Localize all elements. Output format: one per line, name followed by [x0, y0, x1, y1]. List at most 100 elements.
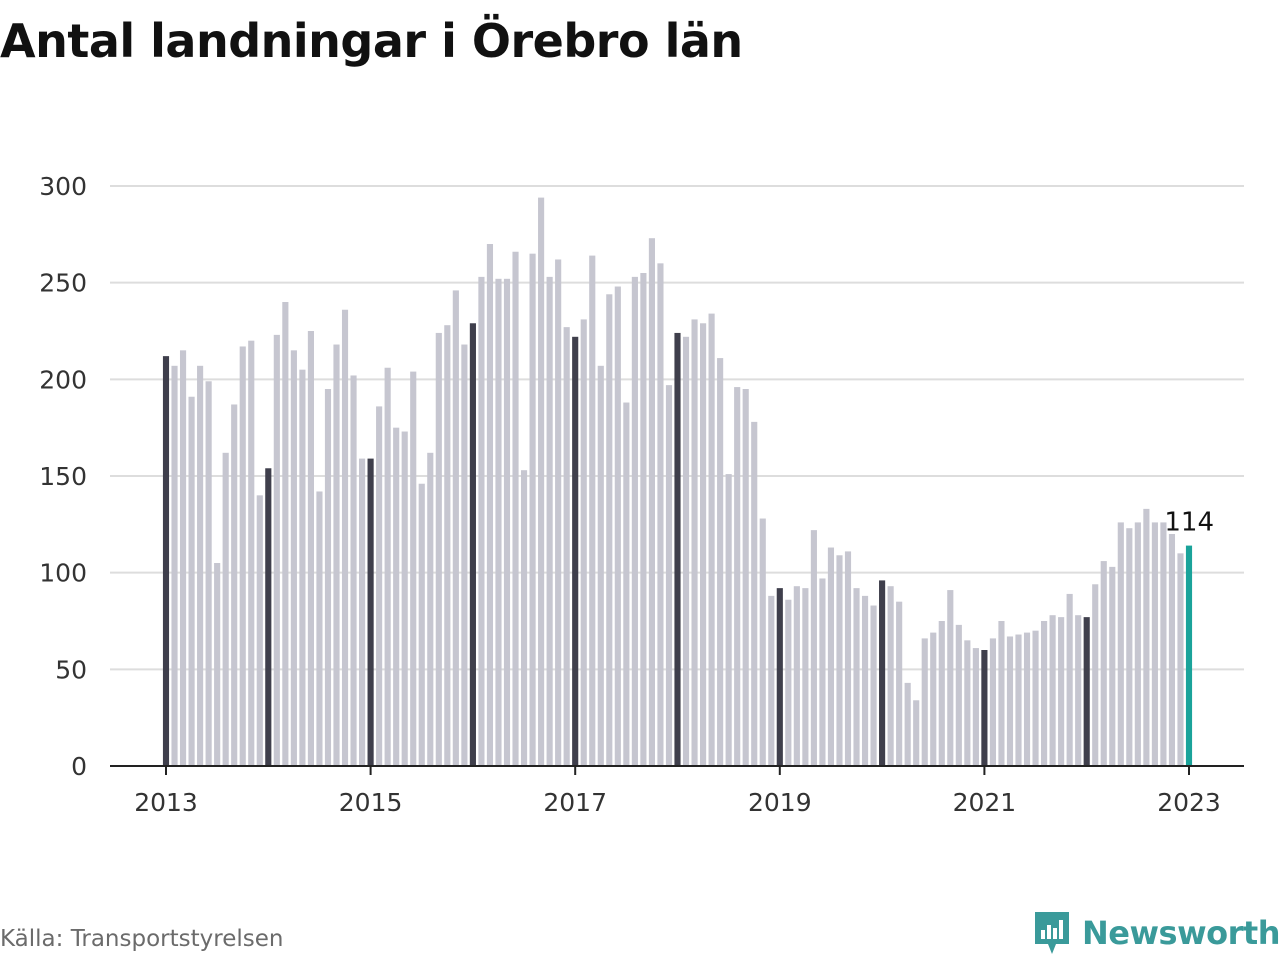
x-tick-label: 2017	[543, 788, 607, 817]
bar	[853, 588, 860, 766]
bar	[1041, 621, 1048, 766]
bar	[273, 334, 280, 766]
x-tick-label: 2019	[748, 788, 812, 817]
bar	[648, 238, 655, 766]
y-axis: 0 50 100 150 200 250 300	[39, 172, 87, 781]
bar	[879, 580, 886, 766]
newsworthy-logo-icon	[1035, 912, 1069, 954]
bar	[964, 640, 971, 766]
bar	[597, 365, 604, 766]
bar	[989, 638, 996, 766]
bar	[768, 595, 775, 766]
bar	[410, 371, 417, 766]
bar	[665, 385, 673, 766]
bar	[529, 253, 536, 767]
bar	[231, 404, 238, 766]
bar	[947, 590, 954, 766]
bar	[998, 621, 1005, 766]
bar	[1066, 593, 1073, 766]
chart-title: Antal landningar i Örebro län	[0, 14, 743, 68]
bar	[1100, 561, 1107, 766]
bar	[376, 406, 383, 766]
bar	[197, 365, 204, 766]
bar	[682, 336, 690, 766]
bar	[1160, 522, 1167, 766]
source-credit: Källa: Transportstyrelsen	[0, 926, 284, 952]
bar	[1083, 617, 1090, 766]
bar	[478, 276, 485, 766]
bar	[256, 495, 263, 766]
bar	[1023, 632, 1031, 766]
y-tick-label: 300	[39, 172, 87, 201]
bar	[563, 327, 570, 766]
bar	[401, 431, 408, 766]
bar	[282, 302, 289, 766]
bar	[452, 290, 459, 766]
brand-name: Newsworthy	[1082, 914, 1280, 952]
bar	[1143, 508, 1150, 766]
bar	[290, 350, 297, 766]
bar	[299, 369, 306, 766]
bar	[700, 323, 707, 766]
bar	[1015, 634, 1022, 766]
bar	[444, 325, 451, 766]
bar	[214, 563, 221, 766]
bar	[265, 468, 272, 766]
y-tick-label: 150	[39, 462, 87, 491]
bar	[589, 255, 596, 766]
bar	[1151, 522, 1158, 766]
bar	[427, 452, 434, 766]
bar	[512, 251, 519, 767]
bar	[461, 344, 468, 766]
bar	[614, 286, 621, 766]
bar	[1032, 630, 1039, 766]
brand-logo[interactable]: Newsworthy	[1032, 908, 1280, 958]
bar	[810, 530, 817, 766]
bar	[222, 452, 229, 766]
bar	[1177, 553, 1184, 766]
bar	[725, 474, 732, 766]
bar	[384, 367, 391, 766]
bar	[938, 621, 945, 766]
bar	[469, 323, 476, 766]
bar	[819, 578, 826, 766]
bar	[580, 319, 587, 766]
bar	[486, 244, 494, 766]
bar	[350, 375, 357, 766]
bar	[776, 588, 783, 766]
annotations: 114	[1164, 508, 1214, 538]
bar	[359, 458, 366, 766]
bar	[836, 555, 843, 766]
bar	[1126, 528, 1133, 766]
y-tick-label: 100	[39, 559, 87, 588]
bar	[520, 470, 528, 766]
bar	[1092, 584, 1099, 766]
bar	[239, 346, 246, 766]
bar	[1006, 636, 1014, 766]
bar	[435, 332, 442, 766]
bar	[981, 650, 988, 766]
bar	[171, 365, 178, 766]
bar	[393, 427, 400, 766]
bar	[1117, 522, 1124, 766]
bar	[324, 389, 332, 766]
bar	[418, 483, 425, 766]
bar	[495, 278, 502, 766]
bar	[904, 682, 911, 766]
bar	[640, 273, 647, 766]
x-tick-label: 2013	[134, 788, 198, 817]
bar	[717, 358, 724, 766]
bar	[896, 601, 903, 766]
bar	[674, 332, 681, 766]
bar	[631, 276, 638, 766]
bar	[205, 381, 212, 766]
bar	[657, 263, 664, 766]
bar	[367, 458, 374, 766]
bar	[742, 389, 749, 766]
bar	[691, 319, 698, 766]
bar	[503, 278, 511, 766]
bar	[887, 586, 894, 766]
bar	[572, 336, 579, 766]
bar	[316, 491, 323, 766]
